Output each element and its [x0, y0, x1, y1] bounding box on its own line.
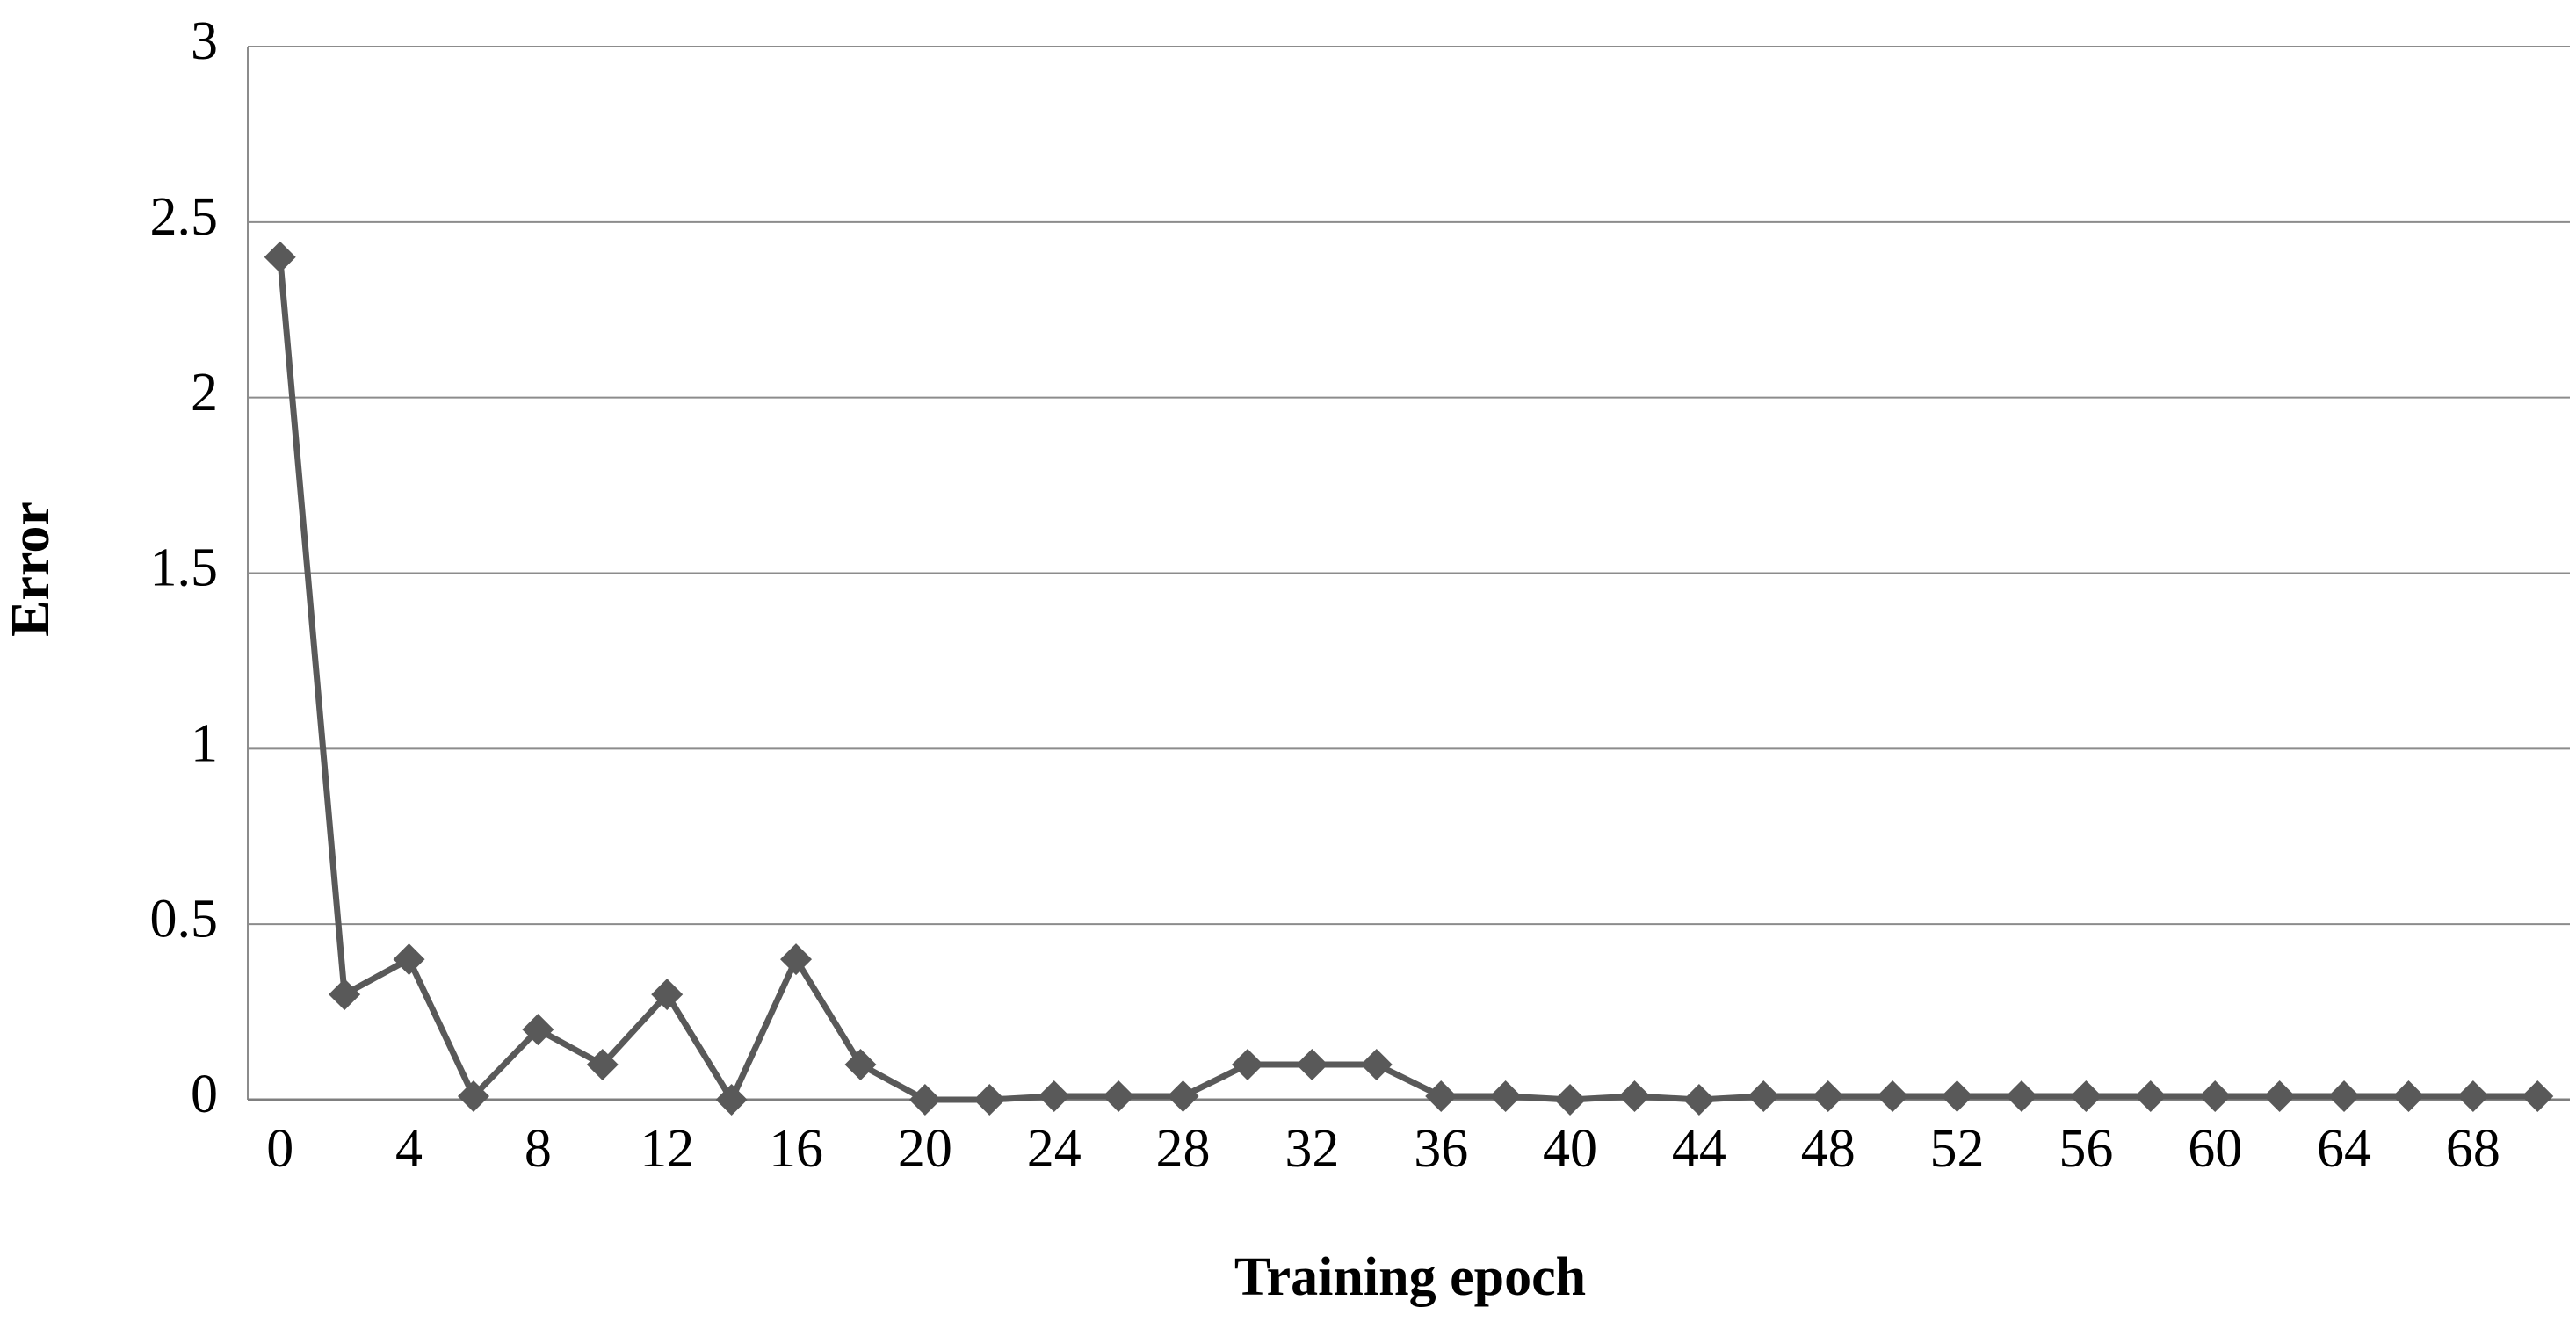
data-marker — [264, 241, 296, 273]
x-tick-label: 60 — [2188, 1119, 2242, 1179]
data-marker — [586, 1049, 619, 1081]
data-marker — [1812, 1080, 1844, 1113]
data-marker — [1554, 1084, 1587, 1116]
data-marker — [1489, 1080, 1522, 1113]
x-tick-label: 8 — [525, 1119, 552, 1179]
y-tick-label: 1 — [191, 714, 218, 774]
data-marker — [780, 943, 813, 976]
data-marker — [2263, 1080, 2296, 1113]
x-tick-label: 28 — [1156, 1119, 1211, 1179]
data-marker — [973, 1084, 1006, 1116]
data-marker — [715, 1084, 748, 1116]
data-marker — [1877, 1080, 1909, 1113]
y-tick-label: 0 — [191, 1065, 218, 1124]
data-marker — [908, 1084, 941, 1116]
x-tick-label: 48 — [1801, 1119, 1856, 1179]
data-marker — [1941, 1080, 1973, 1113]
y-tick-label: 3 — [191, 11, 218, 71]
data-marker — [2457, 1080, 2489, 1113]
x-tick-label: 16 — [769, 1119, 823, 1179]
x-tick-label: 52 — [1930, 1119, 1985, 1179]
data-marker — [2392, 1080, 2425, 1113]
x-tick-label: 44 — [1672, 1119, 1726, 1179]
data-marker — [2005, 1080, 2037, 1113]
data-marker — [651, 979, 684, 1011]
data-marker — [2328, 1080, 2361, 1113]
data-marker — [329, 979, 361, 1011]
y-tick-label: 2 — [191, 363, 218, 422]
data-marker — [1296, 1049, 1328, 1081]
data-line — [277, 256, 2538, 1103]
x-tick-label: 68 — [2446, 1119, 2500, 1179]
data-marker — [1103, 1080, 1135, 1113]
x-axis-title: Training epoch — [1234, 1247, 1586, 1307]
x-tick-label: 0 — [266, 1119, 293, 1179]
data-marker — [2134, 1080, 2167, 1113]
x-tick-label: 4 — [395, 1119, 423, 1179]
x-tick-label: 56 — [2059, 1119, 2113, 1179]
x-tick-label: 20 — [898, 1119, 952, 1179]
x-tick-label: 24 — [1027, 1119, 1082, 1179]
x-tick-label: 12 — [640, 1119, 694, 1179]
data-marker — [1360, 1049, 1393, 1081]
data-marker — [844, 1049, 877, 1081]
data-marker — [1682, 1084, 1715, 1116]
data-marker — [2522, 1080, 2554, 1113]
data-marker — [522, 1014, 554, 1046]
y-tick-label: 0.5 — [150, 889, 219, 949]
x-tick-label: 36 — [1414, 1119, 1468, 1179]
data-marker — [1231, 1049, 1263, 1081]
y-axis-title: Error — [1, 502, 61, 637]
data-marker — [393, 943, 425, 976]
data-marker — [1618, 1080, 1651, 1113]
data-marker — [1167, 1080, 1199, 1113]
x-tick-label: 64 — [2317, 1119, 2371, 1179]
data-marker — [1038, 1080, 1070, 1113]
x-tick-label: 32 — [1284, 1119, 1339, 1179]
data-marker — [1425, 1080, 1458, 1113]
y-tick-label: 1.5 — [150, 538, 219, 598]
data-marker — [2070, 1080, 2102, 1113]
data-marker — [457, 1080, 489, 1113]
data-marker — [1747, 1080, 1780, 1113]
x-tick-label: 40 — [1543, 1119, 1597, 1179]
data-marker — [2199, 1080, 2232, 1113]
y-tick-label: 2.5 — [150, 187, 219, 247]
